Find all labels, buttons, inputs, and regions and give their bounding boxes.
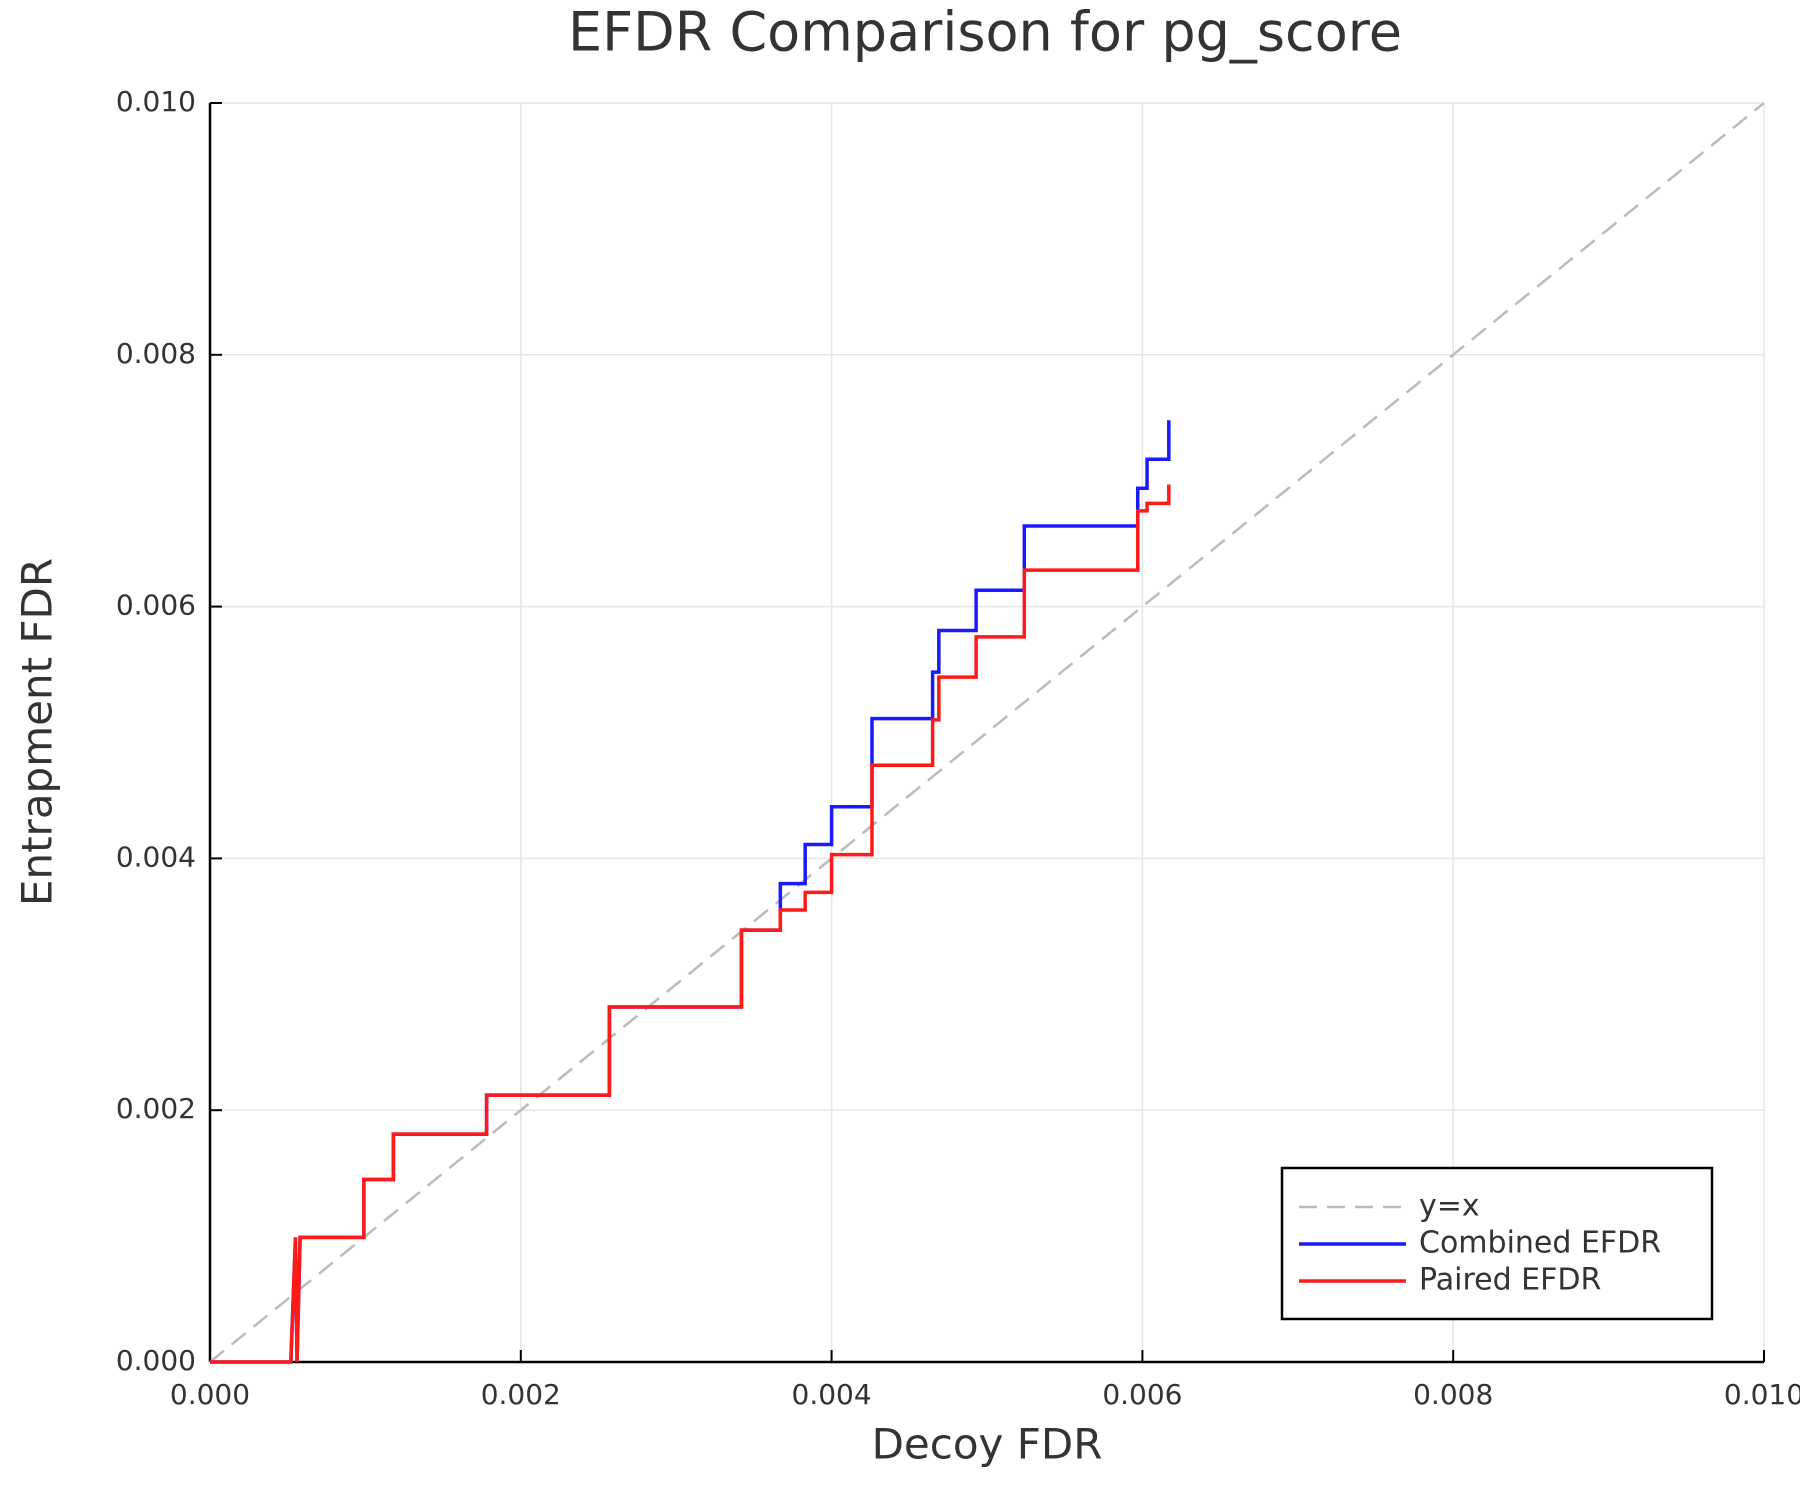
x-axis-label: Decoy FDR (872, 1420, 1103, 1469)
y-tick-label: 0.000 (116, 1344, 196, 1377)
y-tick-label: 0.004 (116, 840, 196, 873)
y-tick-label: 0.002 (116, 1092, 196, 1125)
series-line (209, 102, 1765, 1363)
x-tick-label: 0.000 (170, 1378, 250, 1411)
legend-label: y=x (1419, 1189, 1480, 1224)
y-axis-label: Entrapment FDR (13, 558, 62, 906)
x-tick-label: 0.010 (1724, 1378, 1800, 1411)
series-line (210, 420, 1171, 1364)
x-tick-label: 0.006 (1102, 1378, 1182, 1411)
x-tick-label: 0.002 (481, 1378, 561, 1411)
y-tick-label: 0.006 (116, 589, 196, 622)
legend-label: Combined EFDR (1419, 1226, 1661, 1261)
legend-label: Paired EFDR (1419, 1263, 1601, 1298)
y-tick-label: 0.008 (116, 337, 196, 370)
chart-title: EFDR Comparison for pg_score (568, 1, 1402, 64)
x-tick-label: 0.008 (1413, 1378, 1493, 1411)
y-tick-label: 0.010 (116, 85, 196, 118)
series-line (210, 484, 1171, 1364)
x-tick-label: 0.004 (792, 1378, 872, 1411)
